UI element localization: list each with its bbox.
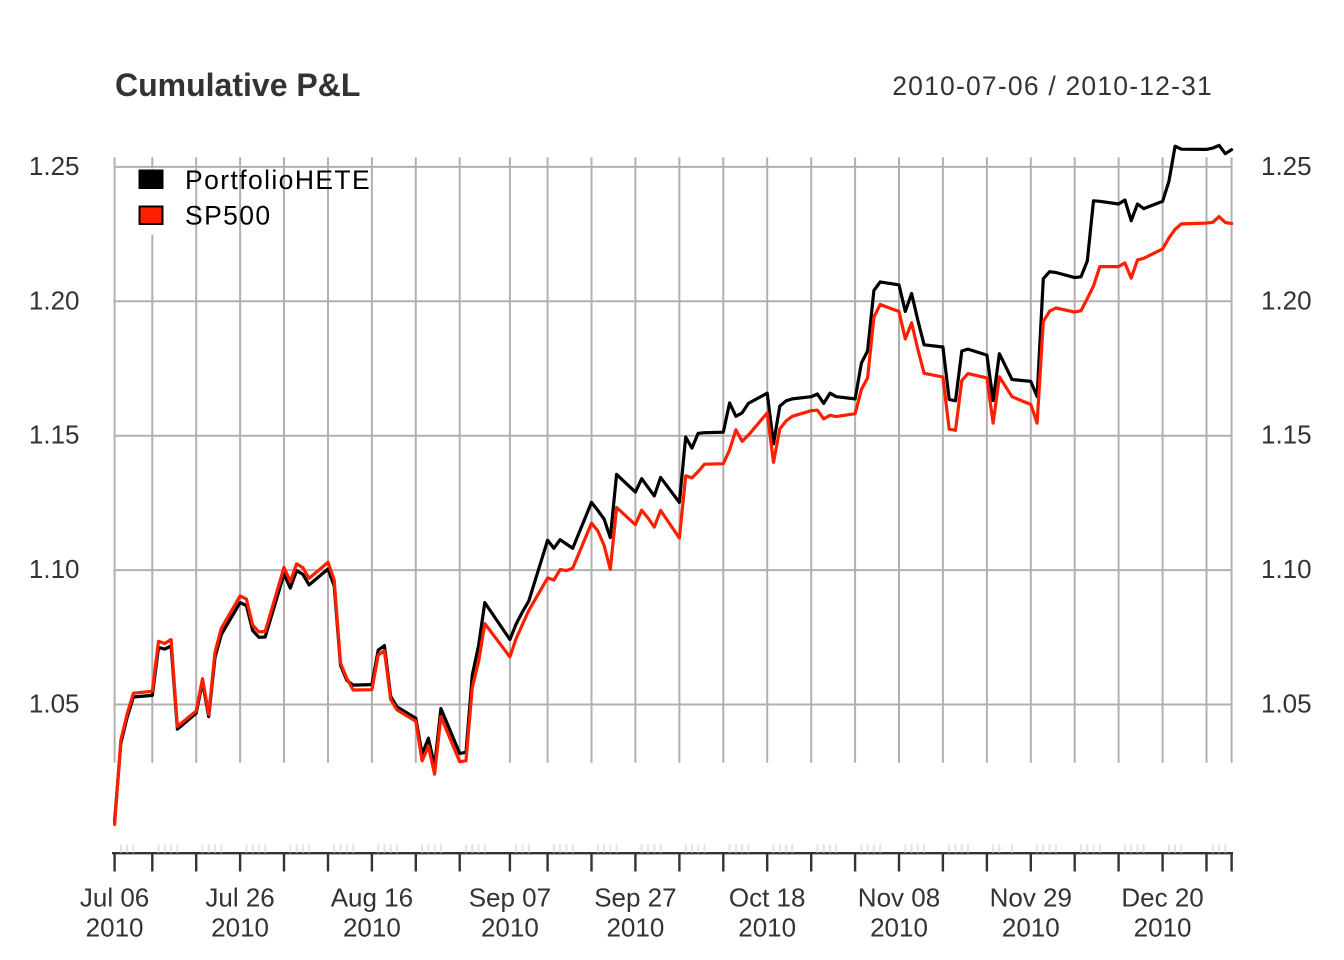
svg-text:Sep 07: Sep 07: [469, 883, 551, 913]
svg-text:2010: 2010: [606, 913, 664, 943]
svg-text:Jul 06: Jul 06: [80, 883, 149, 913]
svg-text:1.15: 1.15: [29, 420, 80, 450]
svg-text:2010: 2010: [738, 913, 796, 943]
svg-text:Aug 16: Aug 16: [331, 883, 413, 913]
svg-text:1.20: 1.20: [1261, 285, 1312, 315]
svg-text:Sep 27: Sep 27: [594, 883, 676, 913]
svg-text:2010: 2010: [1134, 913, 1192, 943]
svg-text:Nov 29: Nov 29: [990, 883, 1072, 913]
svg-text:1.10: 1.10: [29, 554, 80, 584]
svg-text:1.25: 1.25: [1261, 151, 1312, 181]
svg-text:Oct 18: Oct 18: [729, 883, 806, 913]
svg-text:1.05: 1.05: [1261, 689, 1312, 719]
svg-text:Nov 08: Nov 08: [858, 883, 940, 913]
svg-text:2010: 2010: [86, 913, 144, 943]
svg-text:Jul 26: Jul 26: [205, 883, 274, 913]
svg-text:2010: 2010: [211, 913, 269, 943]
svg-text:1.25: 1.25: [29, 151, 80, 181]
svg-text:2010: 2010: [1002, 913, 1060, 943]
svg-text:SP500: SP500: [185, 201, 272, 231]
svg-text:2010-07-06 / 2010-12-31: 2010-07-06 / 2010-12-31: [892, 71, 1213, 101]
svg-text:PortfolioHETE: PortfolioHETE: [185, 165, 371, 195]
svg-text:1.05: 1.05: [29, 689, 80, 719]
svg-text:Dec 20: Dec 20: [1121, 883, 1203, 913]
svg-text:Cumulative P&L: Cumulative P&L: [115, 67, 360, 103]
svg-text:2010: 2010: [343, 913, 401, 943]
svg-text:1.10: 1.10: [1261, 554, 1312, 584]
svg-text:1.20: 1.20: [29, 285, 80, 315]
svg-text:1.15: 1.15: [1261, 420, 1312, 450]
svg-text:2010: 2010: [870, 913, 928, 943]
svg-text:2010: 2010: [481, 913, 539, 943]
